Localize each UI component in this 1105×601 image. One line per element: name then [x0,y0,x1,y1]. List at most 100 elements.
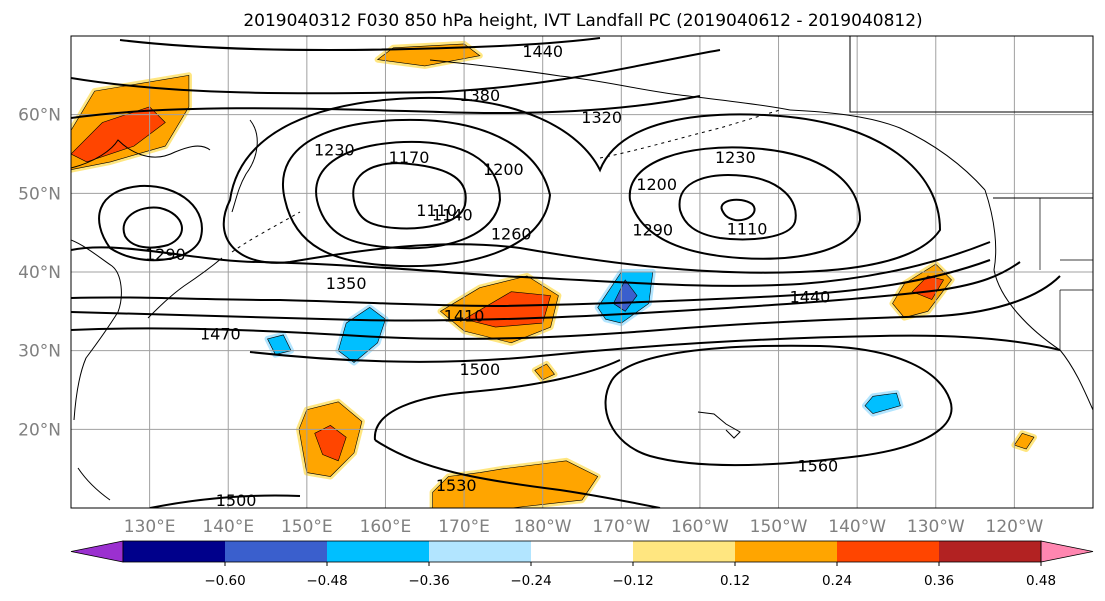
colorbar-tick-label: −0.24 [510,573,551,589]
border-states [1039,198,1093,350]
contour-label: 1440 [790,287,831,306]
colorbar-segment [531,541,633,562]
colorbar-tick-label: 0.36 [924,573,954,589]
lon-tick-label: 140°E [202,517,254,537]
contour-1350 [71,241,991,287]
longitude-ticks: 130°E 140°E 150°E 160°E 170°E 180°W 170°W 160°W… [124,517,1044,537]
colorbar-segment [837,541,939,562]
colorbar-tick-label: −0.48 [306,573,347,589]
contour-label: 1290 [145,245,186,264]
contour-label: 1380 [459,86,500,105]
map-frame [70,35,1094,509]
graticule [71,36,1093,508]
colorbar-tick-label: −0.60 [204,573,245,589]
contour-label: 1560 [797,457,838,476]
contour-label: 1200 [636,175,677,194]
lon-tick-label: 130°E [124,517,176,537]
colorbar-frame [122,540,1042,563]
lon-tick-label: 150°W [750,517,808,537]
contour-1380 [71,49,721,95]
contour-label: 1530 [436,476,477,495]
latitude-ticks: 20°N 30°N 40°N 50°N 60°N [18,106,61,441]
lon-tick-label: 140°W [828,517,886,537]
contour-label: 1440 [522,42,563,61]
contour-low-center-1 [352,162,467,230]
colorbar-segment [939,541,1041,562]
lat-tick-label: 20°N [18,420,61,440]
contour-label: 1110 [416,201,457,220]
coast-alaska [429,59,791,111]
coast-hawaii [697,411,741,439]
coast-na-west [984,189,1093,411]
colorbar-segment [735,541,837,562]
coast-philippines [77,467,111,501]
contour-1500 [249,334,1061,363]
contour-label: 1140 [432,206,473,225]
contour-low-east-3 [628,146,862,260]
coast-aleutians [599,109,781,159]
contour-label: 1200 [483,160,524,179]
lat-tick-label: 30°N [18,342,61,362]
contour-low-east-1 [720,198,756,222]
coast-asia-kamchatka [231,119,258,213]
colorbar-tick-label: 0.12 [720,573,750,589]
lat-tick-label: 40°N [18,263,61,283]
coast-japan [147,257,223,319]
contour-label: 1230 [314,140,355,159]
colorbar-segment [123,541,225,562]
lon-tick-label: 170°W [592,517,650,537]
colorbar-tick-label: −0.12 [612,573,653,589]
colorbar-segment [633,541,735,562]
colorbar: −0.60 −0.48 −0.36 −0.24 −0.12 0.12 0.24 0.36 0.4… [70,540,1094,589]
contour-1470 [71,275,1061,340]
contour-1560 [604,344,953,467]
ivt-fill-region [71,106,166,163]
contour-label: 1470 [200,324,241,343]
ivt-fill-region [864,392,901,414]
contour-low-center-2 [315,140,502,250]
lat-tick-label: 50°N [18,184,61,204]
lon-tick-label: 130°W [907,517,965,537]
colorbar-tick-label: 0.48 [1026,573,1056,589]
border-canada-us [849,36,1093,113]
contour-label: 1170 [389,148,430,167]
contour-label: 1350 [326,274,367,293]
contour-low-center-3 [282,118,552,268]
contour-1440-top [119,37,601,51]
ivt-fill-region [1013,432,1035,450]
chart-title: 2019040312 F030 850 hPa height, IVT Land… [243,11,922,31]
lat-tick-label: 60°N [18,106,61,126]
contour-label: 1500 [216,491,257,510]
coast-asia-east [71,239,122,421]
colorbar-tick-label: 0.24 [822,573,852,589]
lon-tick-label: 160°E [360,517,412,537]
colorbar-segment [429,541,531,562]
contour-low-west-outer [98,184,203,262]
contour-label: 1260 [491,224,532,243]
contour-1500-south [149,494,301,508]
colorbar-extend-low [70,540,124,563]
contour-1320 [71,95,701,119]
contour-low-west-inner [122,206,183,249]
contour-label: 1290 [632,221,673,240]
lon-tick-label: 170°E [438,517,490,537]
lon-tick-label: 120°W [986,517,1044,537]
contour-label: 1110 [727,220,768,239]
coast-kurils [231,211,301,253]
lon-tick-label: 150°E [281,517,333,537]
coast-alaska-gulf [789,109,986,191]
contour-label: 1230 [715,148,756,167]
contour-label: 1410 [444,306,485,325]
lon-tick-label: 160°W [671,517,729,537]
ivt-fill-layer [71,40,1037,508]
coastlines [71,36,1093,501]
contour-1440 [71,261,1021,322]
contour-label: 1320 [581,108,622,127]
coast-asia-north [71,139,211,169]
colorbar-segment [327,541,429,562]
lon-tick-label: 180°W [514,517,572,537]
contour-1530 [373,359,661,508]
contour-1260 [222,96,942,274]
